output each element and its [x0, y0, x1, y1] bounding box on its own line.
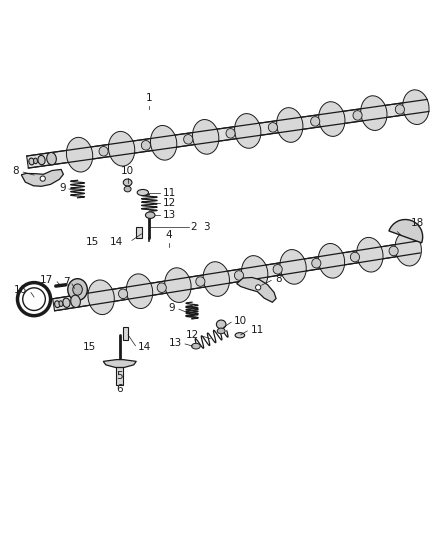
- Polygon shape: [136, 228, 141, 238]
- Wedge shape: [389, 220, 423, 243]
- Ellipse shape: [73, 284, 82, 295]
- Text: 8: 8: [276, 273, 282, 284]
- Text: 2: 2: [191, 222, 198, 232]
- Ellipse shape: [318, 244, 345, 278]
- Ellipse shape: [241, 256, 268, 290]
- Ellipse shape: [389, 246, 398, 256]
- Polygon shape: [103, 360, 136, 367]
- Text: 9: 9: [169, 303, 176, 313]
- Ellipse shape: [88, 280, 114, 314]
- Ellipse shape: [71, 295, 81, 308]
- Text: 1: 1: [146, 93, 153, 103]
- Ellipse shape: [277, 108, 303, 142]
- Polygon shape: [123, 327, 128, 341]
- Ellipse shape: [396, 104, 404, 114]
- Text: 6: 6: [117, 384, 123, 394]
- Ellipse shape: [63, 298, 70, 308]
- Polygon shape: [53, 241, 420, 311]
- Ellipse shape: [193, 119, 219, 154]
- Ellipse shape: [357, 237, 383, 272]
- Text: 16: 16: [14, 286, 27, 295]
- Text: 12: 12: [186, 330, 199, 340]
- Text: 18: 18: [410, 218, 424, 228]
- Ellipse shape: [109, 132, 135, 166]
- Text: 13: 13: [168, 338, 182, 348]
- Text: 17: 17: [39, 274, 53, 285]
- Text: 15: 15: [86, 237, 99, 247]
- Ellipse shape: [403, 90, 429, 125]
- Ellipse shape: [350, 252, 360, 262]
- Text: 15: 15: [83, 342, 96, 352]
- Polygon shape: [21, 169, 64, 187]
- Text: 3: 3: [203, 222, 209, 232]
- Ellipse shape: [191, 343, 200, 349]
- Text: 13: 13: [162, 210, 176, 220]
- Ellipse shape: [137, 189, 148, 196]
- Ellipse shape: [255, 285, 261, 290]
- Ellipse shape: [126, 274, 153, 309]
- Text: 10: 10: [233, 316, 247, 326]
- Ellipse shape: [124, 186, 131, 192]
- Text: 10: 10: [121, 166, 134, 176]
- Ellipse shape: [311, 117, 320, 126]
- Ellipse shape: [234, 271, 244, 280]
- Ellipse shape: [59, 301, 63, 306]
- Ellipse shape: [273, 264, 282, 274]
- Ellipse shape: [29, 158, 34, 165]
- Ellipse shape: [216, 320, 226, 329]
- Ellipse shape: [268, 123, 277, 132]
- Ellipse shape: [353, 111, 362, 120]
- Text: 4: 4: [166, 230, 172, 240]
- Polygon shape: [116, 367, 123, 385]
- Ellipse shape: [67, 138, 93, 172]
- Ellipse shape: [226, 128, 235, 138]
- Text: 11: 11: [251, 325, 264, 335]
- Ellipse shape: [151, 125, 177, 160]
- Ellipse shape: [47, 152, 57, 165]
- Ellipse shape: [203, 262, 230, 296]
- Text: 8: 8: [12, 166, 19, 176]
- Ellipse shape: [312, 259, 321, 268]
- Polygon shape: [237, 278, 276, 302]
- Text: 11: 11: [162, 188, 176, 198]
- Ellipse shape: [99, 147, 108, 156]
- Ellipse shape: [68, 279, 87, 301]
- Text: 5: 5: [117, 371, 123, 381]
- Ellipse shape: [361, 96, 387, 131]
- Ellipse shape: [55, 301, 60, 308]
- Ellipse shape: [165, 268, 191, 302]
- Ellipse shape: [34, 158, 37, 164]
- Polygon shape: [27, 100, 429, 168]
- Ellipse shape: [217, 328, 225, 334]
- Ellipse shape: [395, 231, 421, 266]
- Ellipse shape: [38, 156, 45, 165]
- Ellipse shape: [319, 102, 345, 136]
- Ellipse shape: [235, 114, 261, 148]
- Ellipse shape: [119, 289, 127, 298]
- Ellipse shape: [157, 283, 166, 293]
- Text: 9: 9: [59, 183, 66, 193]
- Ellipse shape: [235, 333, 245, 338]
- Ellipse shape: [184, 134, 193, 144]
- Ellipse shape: [196, 277, 205, 286]
- Text: 12: 12: [162, 198, 176, 208]
- Ellipse shape: [123, 179, 132, 186]
- Ellipse shape: [40, 176, 46, 181]
- Ellipse shape: [145, 212, 155, 219]
- Ellipse shape: [141, 141, 151, 150]
- Text: 7: 7: [64, 277, 70, 287]
- Ellipse shape: [280, 249, 306, 284]
- Text: 14: 14: [110, 237, 124, 247]
- Text: 14: 14: [138, 342, 151, 352]
